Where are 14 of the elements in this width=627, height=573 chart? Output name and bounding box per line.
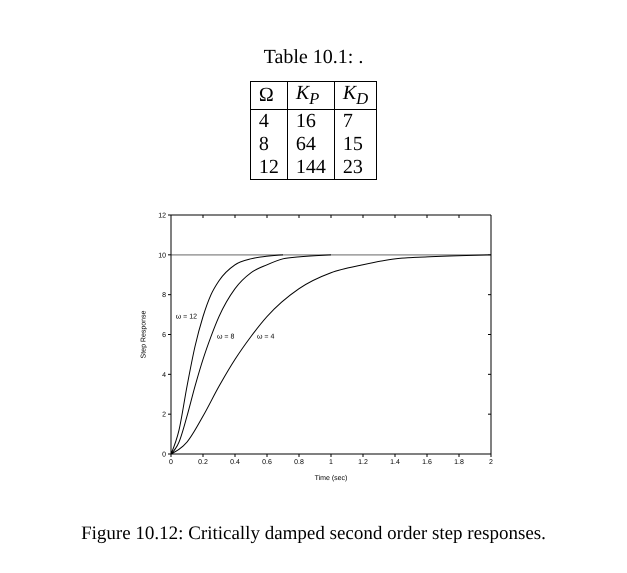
text: 23: [342, 156, 363, 178]
text: 144: [296, 156, 326, 178]
category-label: K$_{P}$: [287, 82, 334, 110]
text: 15: [342, 133, 363, 155]
text: 4: [258, 110, 269, 132]
text: 7: [342, 110, 353, 132]
text: 12: [258, 156, 279, 178]
category-label: K$_{D}$: [334, 82, 377, 110]
text: 16: [296, 110, 316, 132]
text: 64: [296, 133, 316, 155]
text: 8: [258, 133, 269, 155]
text: Table 10.1: .: [264, 46, 364, 69]
caption: Figure 10.12: Critically damped second order step responses.: [81, 523, 546, 545]
category-label: Ω: [250, 82, 288, 110]
